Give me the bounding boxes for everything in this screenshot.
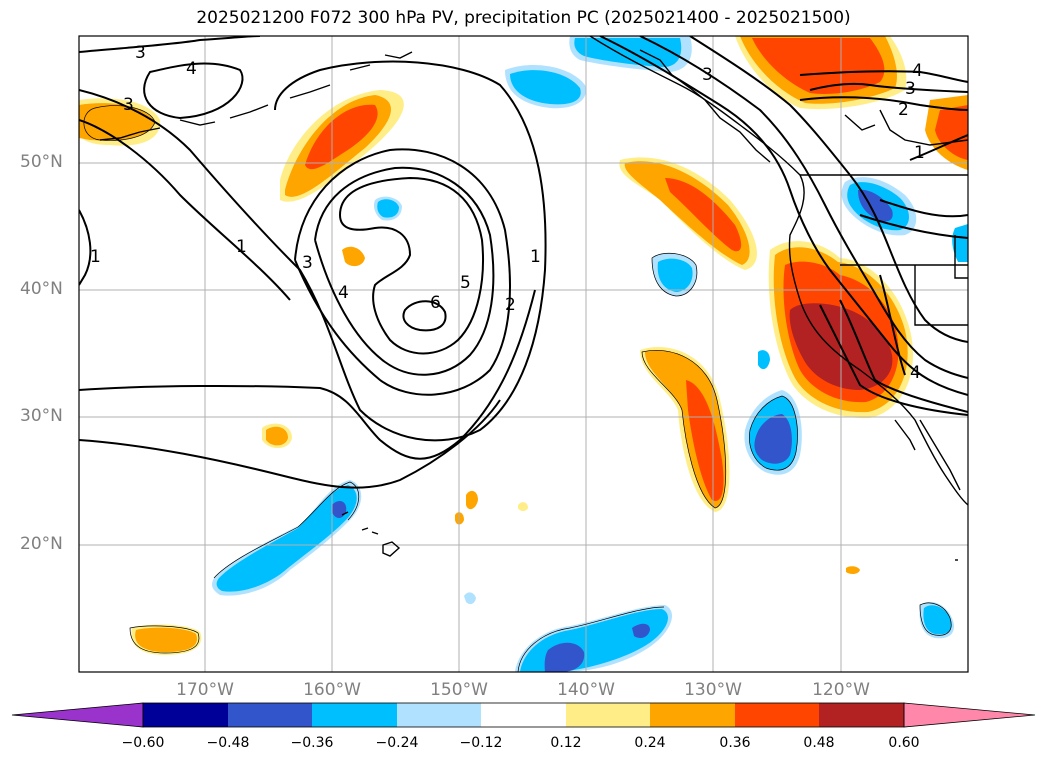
lon-label: 170°W [176, 680, 234, 700]
plot-frame [78, 35, 969, 673]
colorbar-tick-label: −0.36 [290, 735, 334, 751]
colorbar-segment [819, 703, 904, 727]
colorbar-segment [735, 703, 819, 727]
map-title: 2025021200 F072 300 hPa PV, precipitatio… [196, 8, 851, 28]
lon-label: 120°W [812, 680, 870, 700]
lon-label: 130°W [684, 680, 742, 700]
contour-label: 1 [236, 237, 247, 257]
lat-label: 20°N [20, 534, 63, 554]
precip-positive-areas [79, 36, 968, 655]
contour-label: 1 [530, 247, 541, 267]
colorbar [11, 702, 1036, 728]
colorbar-tick-label: 0.36 [719, 735, 751, 751]
lon-label: 150°W [430, 680, 488, 700]
lat-label: 30°N [20, 406, 63, 426]
colorbar-tick-label: −0.60 [121, 735, 165, 751]
contour-label: 4 [186, 59, 197, 79]
colorbar-segment [397, 703, 481, 727]
gridlines [79, 36, 968, 672]
colorbar-extend-high [903, 702, 1036, 728]
contour-label: 3 [302, 253, 313, 273]
contour-label: 3 [123, 95, 134, 115]
colorbar-segment [143, 703, 228, 727]
contour-label: 6 [430, 293, 441, 313]
colorbar-tick-label: −0.24 [375, 735, 419, 751]
colorbar-tick-label: 0.12 [550, 735, 582, 751]
contour-label: 1 [914, 143, 925, 163]
colorbar-segment [228, 703, 312, 727]
pv-contours [79, 36, 968, 489]
precip-outlines [83, 105, 952, 672]
lon-label: 140°W [557, 680, 615, 700]
colorbar-tick-label: 0.60 [888, 735, 920, 751]
coastlines [99, 36, 968, 561]
colorbar-frame [142, 702, 905, 728]
colorbar-segment [566, 703, 650, 727]
contour-label: 3 [905, 79, 916, 99]
colorbar-tick-label: 0.48 [803, 735, 835, 751]
precip-negative-areas [212, 36, 968, 672]
contour-label: 2 [505, 295, 516, 315]
contour-label: 4 [912, 61, 923, 81]
contour-label: 3 [702, 65, 713, 85]
contour-label: 3 [135, 43, 146, 63]
lat-label: 50°N [20, 152, 63, 172]
colorbar-tick-label: 0.24 [634, 735, 666, 751]
contour-label: 5 [460, 273, 471, 293]
colorbar-tick-label: −0.12 [459, 735, 503, 751]
colorbar-segment [312, 703, 397, 727]
colorbar-tick-label: −0.48 [206, 735, 250, 751]
contour-label: 4 [338, 283, 349, 303]
lon-label: 160°W [303, 680, 361, 700]
colorbar-extend-low [11, 702, 144, 728]
lat-label: 40°N [20, 279, 63, 299]
colorbar-segment [650, 703, 735, 727]
contour-label: 2 [898, 100, 909, 120]
contour-label: 1 [90, 247, 101, 267]
contour-label: 4 [910, 363, 921, 383]
contour-labels: 3 4 3 1 1 3 4 6 5 2 1 3 4 3 2 1 4 [90, 43, 925, 383]
colorbar-segment [481, 703, 566, 727]
